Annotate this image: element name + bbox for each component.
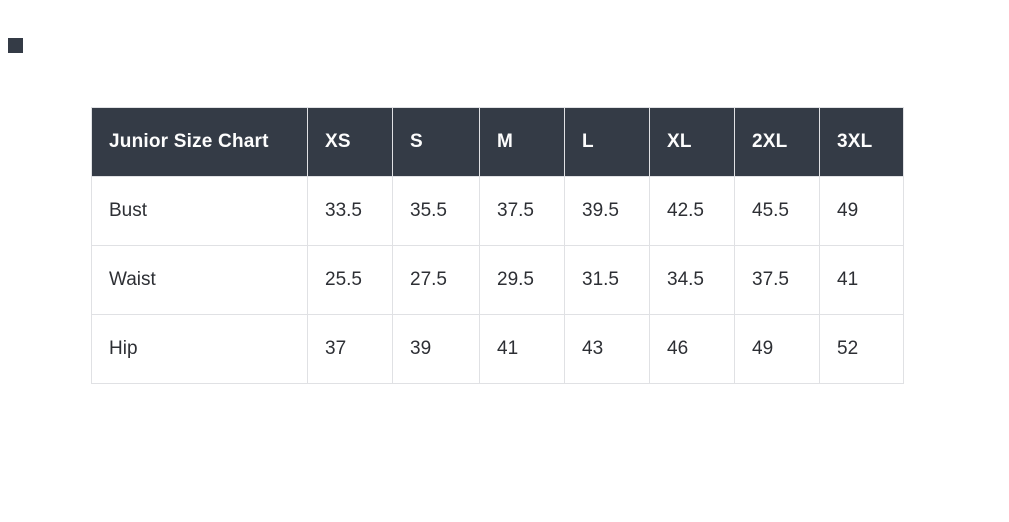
size-header-s: S [392, 107, 480, 177]
measurement-cell: 37.5 [734, 245, 820, 315]
measurement-cell: 43 [564, 314, 650, 384]
measurement-cell: 45.5 [734, 176, 820, 246]
size-header-l: L [564, 107, 650, 177]
size-header-m: M [479, 107, 565, 177]
size-header-3xl: 3XL [819, 107, 904, 177]
size-header-xl: XL [649, 107, 735, 177]
measurement-cell: 27.5 [392, 245, 480, 315]
header-row: Junior Size Chart XS S M L XL 2XL 3XL [91, 107, 904, 177]
measurement-cell: 37 [307, 314, 393, 384]
measurement-cell: 39 [392, 314, 480, 384]
measurement-cell: 29.5 [479, 245, 565, 315]
measurement-cell: 31.5 [564, 245, 650, 315]
measurement-cell: 37.5 [479, 176, 565, 246]
table-row-bust: Bust 33.5 35.5 37.5 39.5 42.5 45.5 49 [91, 176, 904, 246]
measurement-cell: 34.5 [649, 245, 735, 315]
measurement-cell: 33.5 [307, 176, 393, 246]
measurement-cell: 46 [649, 314, 735, 384]
size-header-2xl: 2XL [734, 107, 820, 177]
measurement-cell: 49 [819, 176, 904, 246]
measurement-cell: 35.5 [392, 176, 480, 246]
table-row-hip: Hip 37 39 41 43 46 49 52 [91, 314, 904, 384]
measurement-cell: 39.5 [564, 176, 650, 246]
corner-swatch [8, 38, 23, 53]
measurement-cell: 25.5 [307, 245, 393, 315]
chart-title: Junior Size Chart [91, 107, 308, 177]
size-header-xs: XS [307, 107, 393, 177]
table-row-waist: Waist 25.5 27.5 29.5 31.5 34.5 37.5 41 [91, 245, 904, 315]
row-label: Bust [91, 176, 308, 246]
measurement-cell: 41 [819, 245, 904, 315]
row-label: Waist [91, 245, 308, 315]
measurement-cell: 49 [734, 314, 820, 384]
row-label: Hip [91, 314, 308, 384]
junior-size-chart-table: Junior Size Chart XS S M L XL 2XL 3XL Bu… [91, 107, 904, 384]
measurement-cell: 41 [479, 314, 565, 384]
measurement-cell: 42.5 [649, 176, 735, 246]
measurement-cell: 52 [819, 314, 904, 384]
